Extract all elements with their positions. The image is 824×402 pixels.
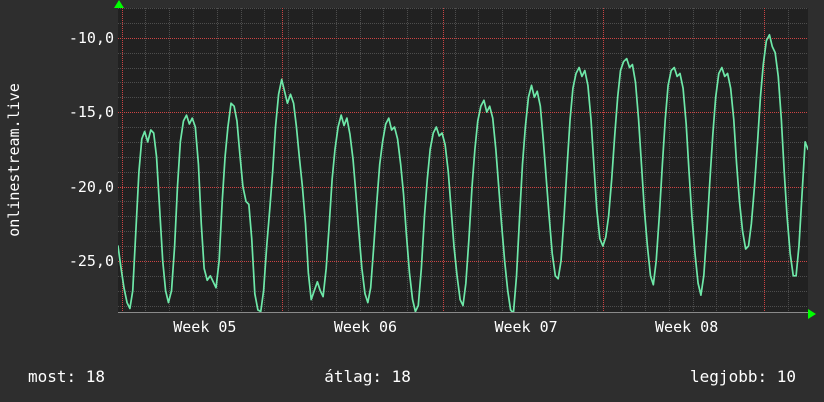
y-tick-label: -15,0 xyxy=(68,103,114,122)
stat-average: átlag: 18 xyxy=(324,366,411,386)
major-gridlines xyxy=(118,8,808,313)
x-tick-label: Week 06 xyxy=(333,318,398,336)
plot-area[interactable] xyxy=(118,8,808,313)
data-line-onlinestream xyxy=(118,33,808,313)
y-tick-label: -25,0 xyxy=(68,251,114,270)
x-axis-arrow-icon xyxy=(808,309,816,319)
chart-canvas xyxy=(118,8,808,313)
stat-current: most: 18 xyxy=(28,366,106,386)
minor-gridlines xyxy=(118,8,808,313)
stat-best: legjobb: 10 xyxy=(690,366,796,386)
y-axis-arrow-icon xyxy=(114,0,124,8)
graph-footer: most: 18 átlag: 18 legjobb: 10 xyxy=(0,360,824,392)
x-tick-label: Week 07 xyxy=(494,318,558,336)
x-tick-label: Week 08 xyxy=(655,318,719,336)
y-tick-label: -20,0 xyxy=(68,177,114,196)
x-tick-label: Week 05 xyxy=(173,318,237,336)
y-axis-ticks: -10,0 -15,0 -20,0 -25,0 xyxy=(22,0,114,320)
y-tick-label: -10,0 xyxy=(68,28,114,47)
